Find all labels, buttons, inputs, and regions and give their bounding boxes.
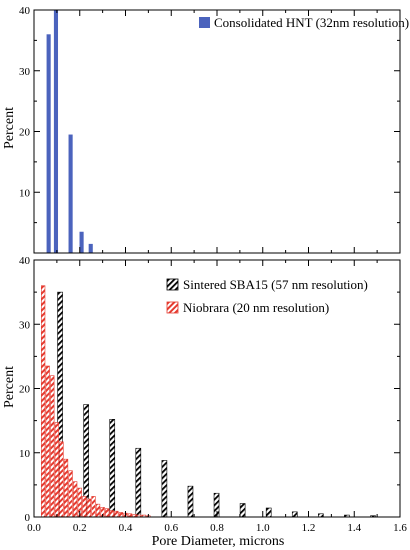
x-tick-label: 1.6 (393, 522, 407, 534)
bar-panel1-series1-10 (86, 498, 92, 518)
y-tick-label: 10 (19, 448, 31, 460)
bar-panel1-series1-2 (50, 375, 55, 518)
bar-panel0-series0-1 (53, 10, 59, 253)
bar-panel1-series1-1 (45, 365, 50, 518)
x-tick-label: 1.2 (302, 522, 316, 534)
bar-panel1-series1-5 (63, 458, 69, 518)
y-tick-label: 20 (19, 384, 31, 396)
bar-panel1-series0-9 (291, 511, 298, 518)
top-bars (46, 10, 93, 253)
bar-panel1-series0-2 (109, 419, 116, 518)
y-tick-label: 40 (19, 255, 31, 267)
bar-panel1-series1-6 (68, 470, 73, 518)
bar-panel1-series1-9 (82, 496, 87, 518)
x-tick-label: 0.2 (73, 522, 87, 534)
bottom-legend: Sintered SBA15 (57 nm resolution) Niobra… (166, 277, 368, 315)
y-tick-label: 40 (19, 5, 31, 17)
bottom-y-ticks: 0 10 20 30 40 (19, 255, 400, 524)
bar-panel0-series0-3 (79, 231, 84, 253)
bar-panel1-series1-4 (59, 441, 64, 518)
bar-panel1-series1-11 (91, 496, 96, 518)
bar-panel1-series0-4 (161, 460, 168, 518)
bottom-legend-label-niobrara: Niobrara (20 nm resolution) (183, 300, 329, 315)
chart-top-consolidated-hnt: 10 20 30 40 Percent Consolidated HNT (32nm … (2, 5, 409, 254)
bar-panel1-series1-0 (41, 285, 46, 518)
y-tick-label: 30 (19, 319, 31, 331)
bar-panel1-series1-15 (109, 510, 114, 518)
bar-panel0-series0-0 (46, 34, 51, 253)
y-tick-label: 0 (25, 512, 31, 524)
bar-panel0-series0-4 (88, 243, 93, 253)
bar-panel1-series0-5 (187, 485, 194, 518)
bottom-x-axis-label: Pore Diameter, microns (152, 534, 285, 549)
bar-panel1-series0-3 (135, 447, 142, 518)
bar-panel1-series0-8 (265, 507, 272, 518)
y-tick-label: 10 (19, 187, 31, 199)
x-tick-label: 1.0 (256, 522, 270, 534)
bottom-legend-label-sintered-sba15: Sintered SBA15 (57 nm resolution) (183, 277, 368, 292)
top-legend-swatch-consolidated-hnt (199, 17, 210, 28)
top-y-axis-label: Percent (2, 107, 17, 149)
y-tick-label: 20 (19, 127, 31, 139)
top-y-ticks: 10 20 30 40 (19, 5, 400, 224)
bar-panel1-series1-3 (54, 422, 60, 518)
bar-panel1-series1-14 (105, 508, 110, 518)
plot-frame-0 (33, 9, 401, 254)
bar-panel1-series1-12 (95, 503, 101, 518)
bar-panel1-series1-7 (73, 481, 78, 518)
bottom-legend-swatch-sintered-sba15 (166, 278, 179, 291)
x-tick-label: 0.0 (27, 522, 41, 534)
top-legend-label-consolidated-hnt: Consolidated HNT (32nm resolution) (214, 15, 409, 30)
x-tick-label: 0.8 (210, 522, 224, 534)
bar-panel1-series1-17 (118, 512, 124, 518)
top-x-ticks (33, 10, 401, 253)
bottom-bars (41, 285, 376, 518)
bar-panel1-series1-16 (114, 510, 119, 518)
top-legend: Consolidated HNT (32nm resolution) (199, 15, 409, 30)
x-tick-label: 0.6 (164, 522, 178, 534)
top-plot-frame (33, 9, 401, 254)
bar-panel1-series0-7 (239, 503, 246, 518)
bottom-x-ticks: 0.0 0.2 0.4 0.6 0.8 1.0 1.2 1.4 1.6 (27, 260, 407, 534)
bar-panel0-series0-2 (68, 134, 73, 253)
chart-bottom-sba15-niobrara: 0 10 20 30 40 0.0 0.2 0.4 0.6 0.8 1.0 1.2 1.4 1.6 Pe… (2, 255, 407, 549)
x-tick-label: 0.4 (119, 522, 133, 534)
bottom-legend-swatch-niobrara (166, 301, 179, 314)
x-tick-label: 1.4 (347, 522, 361, 534)
y-tick-label: 30 (19, 66, 31, 78)
bottom-y-axis-label: Percent (2, 366, 17, 408)
